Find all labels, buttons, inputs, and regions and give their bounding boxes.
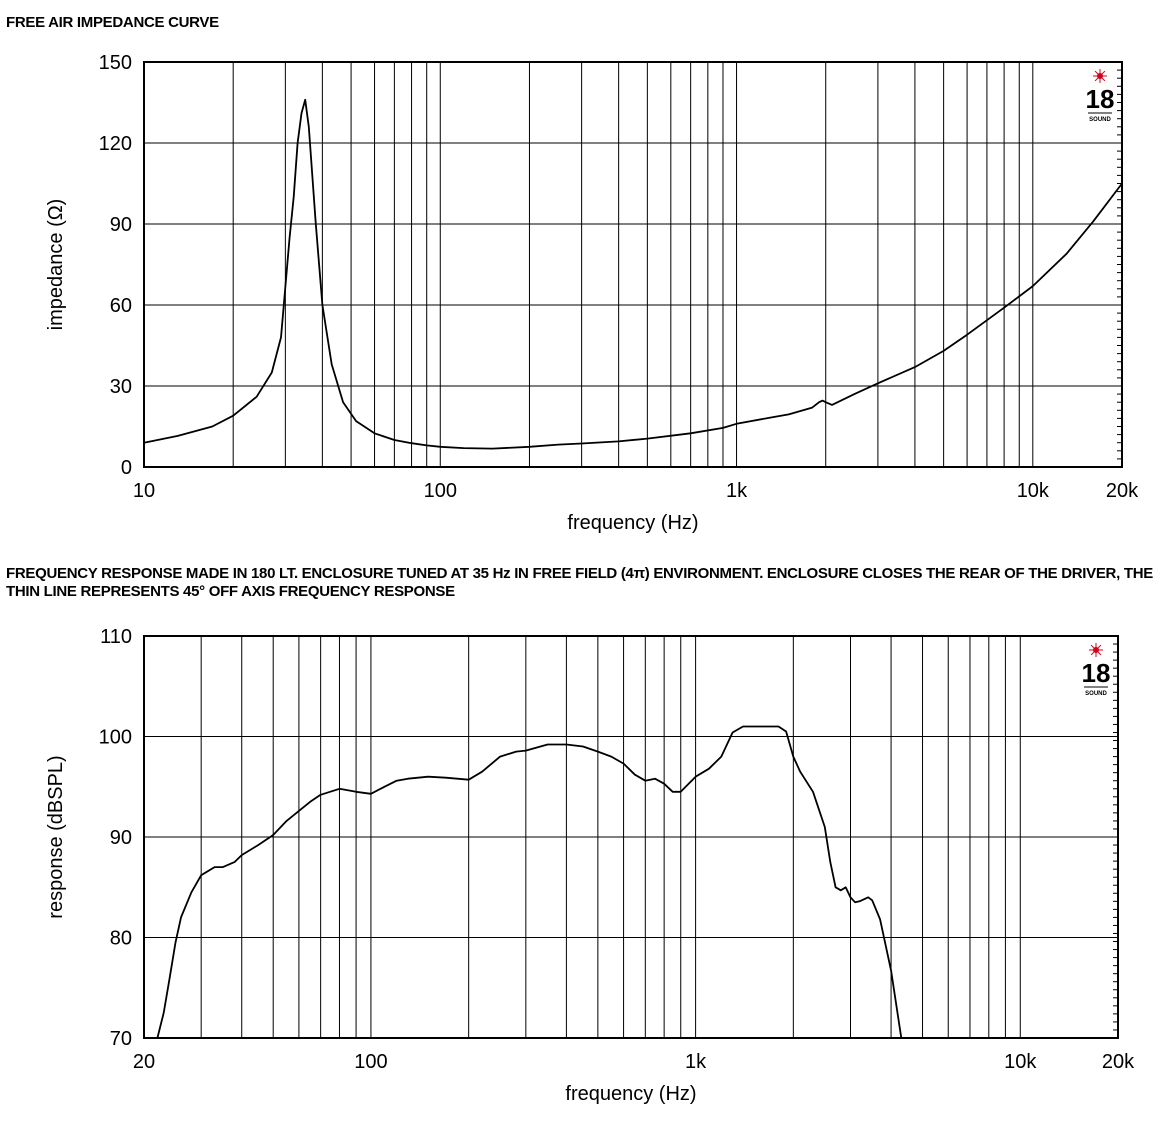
response-x-tick-label: 1k <box>685 1051 707 1073</box>
response-x-tick-label: 20k <box>1102 1051 1135 1073</box>
response-x-tick-label: 10k <box>1004 1051 1037 1073</box>
response-plot-frame <box>143 635 1119 1039</box>
response-logo-ray <box>1095 644 1102 651</box>
impedance-y-tick-label: 90 <box>110 214 132 236</box>
response-brand-logo: 18 SOUND <box>1082 643 1111 697</box>
impedance-y-axis-label: impedance (Ω) <box>45 199 67 331</box>
impedance-x-tick-label: 10 <box>133 480 155 502</box>
impedance-section-title: FREE AIR IMPEDANCE CURVE <box>6 14 219 31</box>
impedance-x-tick-label: 10k <box>1017 480 1050 502</box>
impedance-y-tick-label: 120 <box>99 133 132 155</box>
response-logo-ray <box>1095 649 1102 656</box>
impedance-logo-number: 18 <box>1086 84 1115 114</box>
response-logo-ray <box>1090 649 1097 656</box>
response-y-axis-label: response (dBSPL) <box>45 755 67 918</box>
impedance-logo-ray <box>1094 75 1101 82</box>
response-x-tick-label: 20 <box>133 1051 155 1073</box>
impedance-plot-frame <box>143 61 1123 468</box>
response-y-tick-label: 100 <box>99 727 132 749</box>
impedance-series-line <box>143 98 1123 450</box>
response-logo-number: 18 <box>1082 658 1111 688</box>
impedance-x-tick-label: 20k <box>1106 480 1139 502</box>
impedance-y-tick-label: 0 <box>121 457 132 479</box>
impedance-chart: 0 30 60 90 120 150 10 100 1k 10k 20k frequency (Hz)… <box>45 52 1139 534</box>
response-grid <box>144 635 1118 1039</box>
impedance-x-tick-label: 1k <box>726 480 748 502</box>
response-logo-ray <box>1090 644 1097 651</box>
impedance-brand-logo: 18 SOUND <box>1086 69 1115 123</box>
response-y-tick-label: 110 <box>100 626 132 648</box>
response-logo-subtext: SOUND <box>1085 691 1107 697</box>
impedance-logo-ray <box>1094 70 1101 77</box>
response-series-line <box>156 725 903 1039</box>
impedance-grid <box>144 61 1122 468</box>
impedance-y-tick-label: 30 <box>110 376 132 398</box>
impedance-logo-ray <box>1099 70 1106 77</box>
impedance-y-tick-label: 60 <box>110 295 132 317</box>
response-y-tick-label: 80 <box>110 928 132 950</box>
response-x-axis-label: frequency (Hz) <box>565 1083 696 1105</box>
response-y-tick-label: 70 <box>110 1028 132 1050</box>
impedance-logo-subtext: SOUND <box>1089 117 1111 123</box>
response-x-tick-label: 100 <box>354 1051 387 1073</box>
impedance-logo-ray <box>1099 75 1106 82</box>
impedance-x-tick-label: 100 <box>424 480 457 502</box>
response-section-title: FREQUENCY RESPONSE MADE IN 180 LT. ENCLO… <box>6 565 1153 600</box>
impedance-x-axis-label: frequency (Hz) <box>567 512 698 534</box>
impedance-y-tick-label: 150 <box>99 52 132 74</box>
response-y-tick-label: 90 <box>110 827 132 849</box>
